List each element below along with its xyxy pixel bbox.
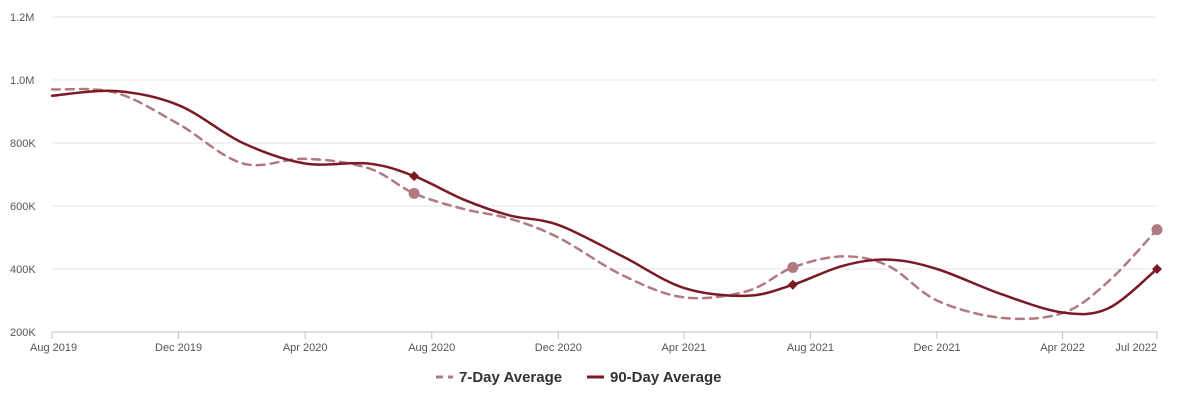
y-tick-label: 1.2M [10,12,34,24]
x-tick-label: Aug 2020 [408,342,455,354]
legend-item-90-day[interactable]: 90-Day Average [587,369,721,386]
legend-label-90-day: 90-Day Average [610,369,721,386]
y-tick-label: 800K [10,138,36,150]
data-point-90-day-average[interactable] [1152,264,1162,274]
legend-label-7-day: 7-Day Average [459,369,562,386]
x-tick-label: Aug 2019 [30,342,77,354]
legend: 7-Day Average 90-Day Average [436,369,721,386]
series-line-90-day-average [50,89,1159,316]
legend-item-7-day[interactable]: 7-Day Average [436,369,562,386]
data-point-7-day-average[interactable] [1151,224,1163,236]
x-tick-label: Dec 2021 [913,342,960,354]
x-tick-label: Jul 2022 [1115,342,1157,354]
x-tick-label: Apr 2020 [283,342,328,354]
data-point-90-day-average[interactable] [409,171,420,182]
y-axis: 200K 400K 600K 800K 1.0M 1.2M [10,12,36,339]
data-point-7-day-average[interactable] [787,261,799,273]
x-axis: Aug 2019 Dec 2019 Apr 2020 Aug 2020 Dec 2020… [30,332,1158,354]
data-point-7-day-average[interactable] [408,187,420,199]
y-tick-label: 1.0M [10,75,34,87]
y-tick-label: 400K [10,264,36,276]
marker-layer [408,171,1163,290]
y-gridlines [52,16,1157,333]
series-line-7-day-average [50,87,1159,321]
x-tick-label: Dec 2019 [155,342,202,354]
x-tick-label: Apr 2022 [1040,342,1085,354]
x-tick-label: Apr 2021 [662,342,707,354]
series-layer [50,87,1159,321]
x-tick-label: Aug 2021 [787,342,834,354]
x-tick-label: Dec 2020 [535,342,582,354]
y-tick-label: 600K [10,201,36,213]
y-tick-label: 200K [10,327,36,339]
data-point-90-day-average[interactable] [787,279,798,290]
